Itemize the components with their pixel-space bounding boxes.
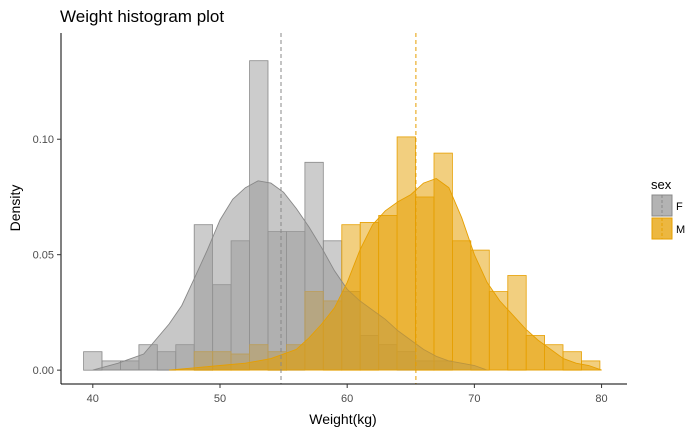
y-axis-label: Density: [7, 185, 23, 232]
y-tick-label: 0.10: [33, 134, 54, 146]
density-curve-m: [169, 177, 602, 371]
plot-area: [83, 33, 602, 384]
x-tick-label: 50: [214, 393, 226, 405]
histogram-bar-f: [83, 351, 103, 371]
x-tick-label: 70: [468, 393, 480, 405]
chart-title: Weight histogram plot: [60, 7, 224, 26]
legend-label-f: F: [676, 201, 683, 213]
x-axis-label: Weight(kg): [309, 411, 376, 427]
legend-label-m: M: [676, 224, 685, 236]
x-tick-label: 40: [87, 393, 99, 405]
y-tick-label: 0.00: [33, 365, 54, 377]
x-tick-label: 80: [595, 393, 607, 405]
legend: sex FM: [651, 177, 685, 240]
legend-title: sex: [651, 177, 672, 192]
x-tick-label: 60: [341, 393, 353, 405]
y-tick-label: 0.05: [33, 250, 54, 262]
axes: 40 50 60 70 80 0.00 0.05 0.10: [33, 33, 627, 405]
